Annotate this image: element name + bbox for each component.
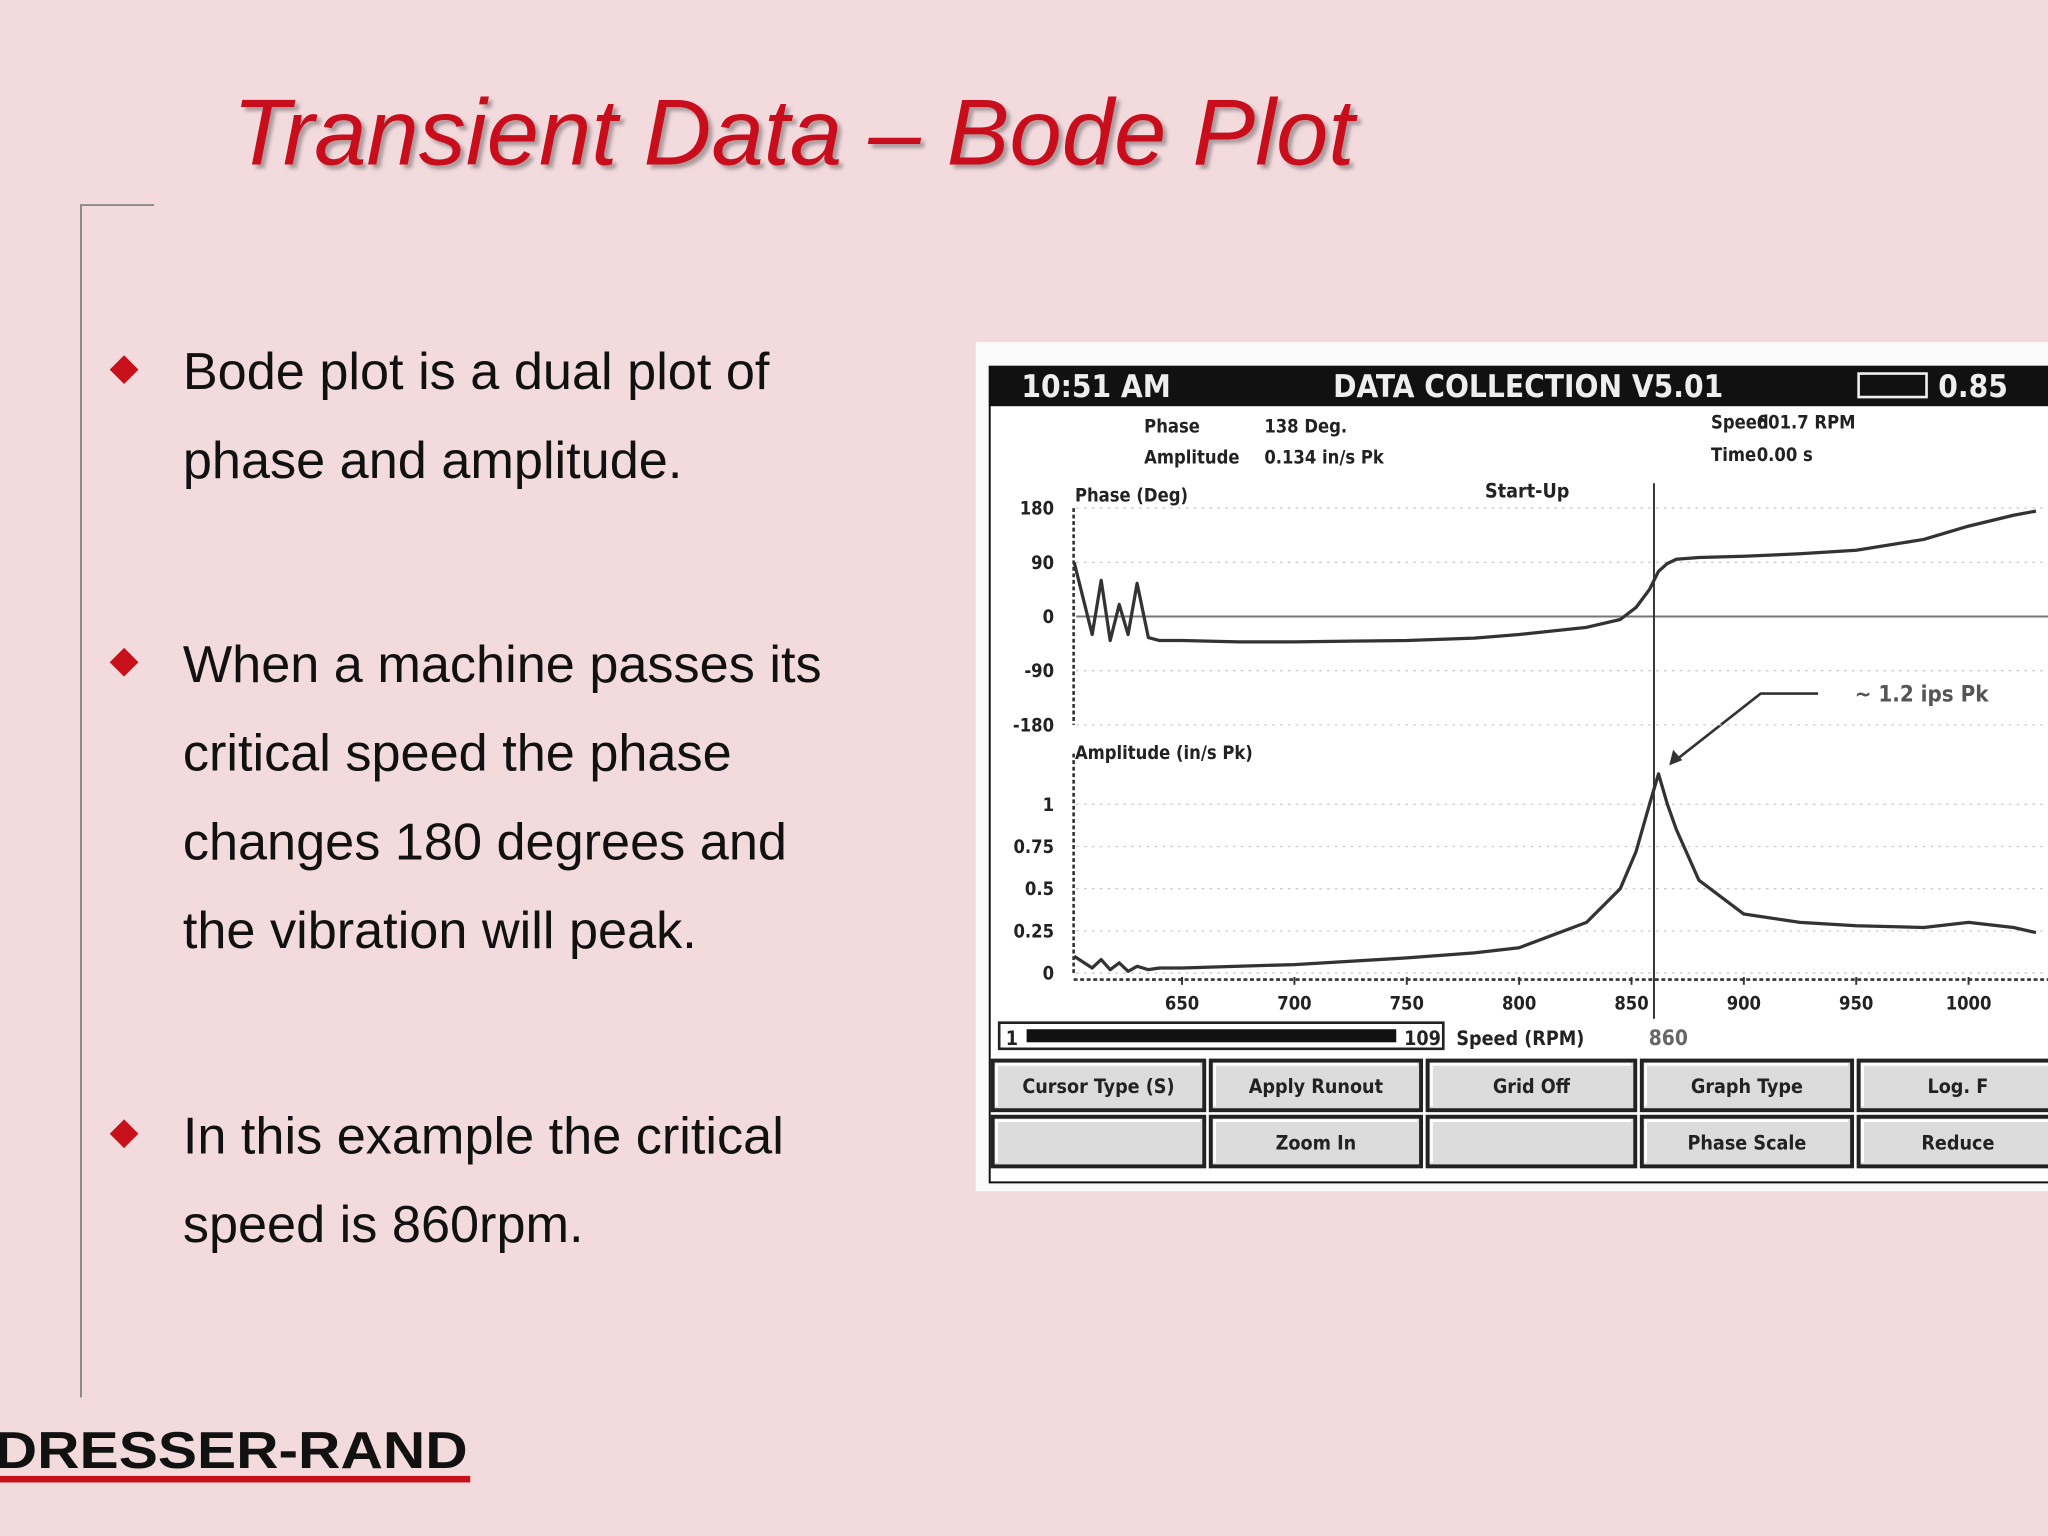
readout-label: Time <box>1711 445 1756 466</box>
softkey-bevel <box>1861 1119 2048 1163</box>
softkey-bevel <box>1861 1063 2048 1107</box>
cursor-value: 860 <box>1649 1026 1688 1050</box>
x-tick-label: 900 <box>1727 994 1761 1015</box>
readout-value: 601.7 RPM <box>1757 412 1856 433</box>
y-tick-label: -180 <box>1013 715 1054 736</box>
slider-bar <box>1026 1029 1397 1043</box>
bullet-diamond <box>109 1119 139 1149</box>
x-tick-label: 1000 <box>1946 994 1992 1015</box>
y-tick-label: 0.75 <box>1013 837 1054 858</box>
slider-end: 109 <box>1404 1027 1441 1050</box>
amplitude-axis-label: Amplitude (in/s Pk) <box>1075 743 1253 764</box>
bullet-text: critical speed the phase <box>183 725 732 783</box>
slide-title: Transient Data – Bode Plot <box>232 80 1358 185</box>
x-tick-label: 950 <box>1839 994 1873 1015</box>
phase-axis-label: Phase (Deg) <box>1075 486 1188 507</box>
softkey <box>1639 1058 1855 1113</box>
softkey-label: Cursor Type (S) <box>1022 1075 1174 1098</box>
slider-start: 1 <box>1006 1027 1018 1050</box>
y-tick-label: 0.25 <box>1013 921 1054 942</box>
softkey <box>1856 1114 2048 1169</box>
logo: DRESSER-RAND <box>0 1422 468 1480</box>
softkey-bevel <box>995 1063 1201 1107</box>
bullet-text: phase and amplitude. <box>183 432 683 490</box>
softkey <box>1856 1058 2048 1113</box>
softkey-label: Graph Type <box>1691 1075 1803 1098</box>
y-tick-label: 1 <box>1043 795 1054 816</box>
softkey-bevel <box>1213 1119 1418 1163</box>
bullet-text: speed is 860rpm. <box>183 1196 584 1254</box>
softkey <box>1425 1058 1638 1113</box>
softkey-bevel <box>1430 1063 1632 1107</box>
bullet-text: Bode plot is a dual plot of <box>183 343 770 401</box>
x-tick-label: 800 <box>1502 994 1536 1015</box>
softkey-bevel <box>1644 1119 1849 1163</box>
bullet-text: In this example the critical <box>183 1107 784 1165</box>
softkey <box>1208 1114 1424 1169</box>
softkey-bevel <box>995 1119 1201 1163</box>
readout-value: 0.00 s <box>1757 445 1813 466</box>
amplitude-curve <box>1073 772 2037 973</box>
y-tick-label: 0 <box>1043 964 1054 985</box>
header-title: DATA COLLECTION V5.01 <box>1333 369 1723 405</box>
battery-icon <box>1857 372 1928 399</box>
logo-underline <box>0 1475 471 1483</box>
readout-label: Phase <box>1144 416 1200 437</box>
x-tick-label: 750 <box>1390 994 1424 1015</box>
softkey-label: Log. F <box>1927 1075 1988 1098</box>
battery-value: 0.85 <box>1938 369 2008 405</box>
x-tick-label: 850 <box>1614 994 1648 1015</box>
readout-label: Amplitude <box>1144 448 1239 469</box>
bullet-text: the vibration will peak. <box>183 902 697 960</box>
x-tick-label: 700 <box>1277 994 1311 1015</box>
softkey-label: Zoom In <box>1276 1131 1357 1154</box>
readout-value: 0.134 in/s Pk <box>1264 448 1385 469</box>
softkey <box>1639 1114 1855 1169</box>
y-tick-label: 180 <box>1020 499 1054 520</box>
y-tick-label: 0 <box>1043 607 1054 628</box>
softkey-label: Phase Scale <box>1687 1131 1806 1154</box>
softkey-bevel <box>1644 1063 1849 1107</box>
bullet-text: changes 180 degrees and <box>183 813 787 871</box>
phase-curve <box>1072 509 2037 644</box>
bullet-diamond <box>109 355 139 384</box>
softkey <box>990 1114 1207 1169</box>
softkey <box>1425 1114 1638 1169</box>
y-tick-label: 0.5 <box>1025 879 1054 900</box>
x-axis-label: Speed (RPM) <box>1456 1027 1584 1050</box>
readout-value: 138 Deg. <box>1264 416 1347 437</box>
softkey <box>990 1058 1207 1113</box>
readout-label: Speed <box>1711 412 1769 433</box>
softkey-bevel <box>1213 1063 1418 1107</box>
y-tick-label: -90 <box>1024 661 1054 682</box>
annotation-arrow <box>1674 692 1819 762</box>
softkey-label: Grid Off <box>1493 1075 1571 1098</box>
bullet-text: When a machine passes its <box>183 636 822 694</box>
softkey-bevel <box>1430 1119 1632 1163</box>
softkey-label: Apply Runout <box>1249 1075 1384 1098</box>
x-tick-label: 650 <box>1165 994 1199 1015</box>
clock: 10:51 AM <box>1021 369 1170 405</box>
softkey-label: Reduce <box>1921 1131 1994 1154</box>
softkey <box>1208 1058 1424 1113</box>
mode: Start-Up <box>1485 480 1569 503</box>
frame-line <box>80 204 155 1398</box>
y-tick-label: 90 <box>1031 553 1054 574</box>
annotation: ~ 1.2 ips Pk <box>1855 681 1990 707</box>
